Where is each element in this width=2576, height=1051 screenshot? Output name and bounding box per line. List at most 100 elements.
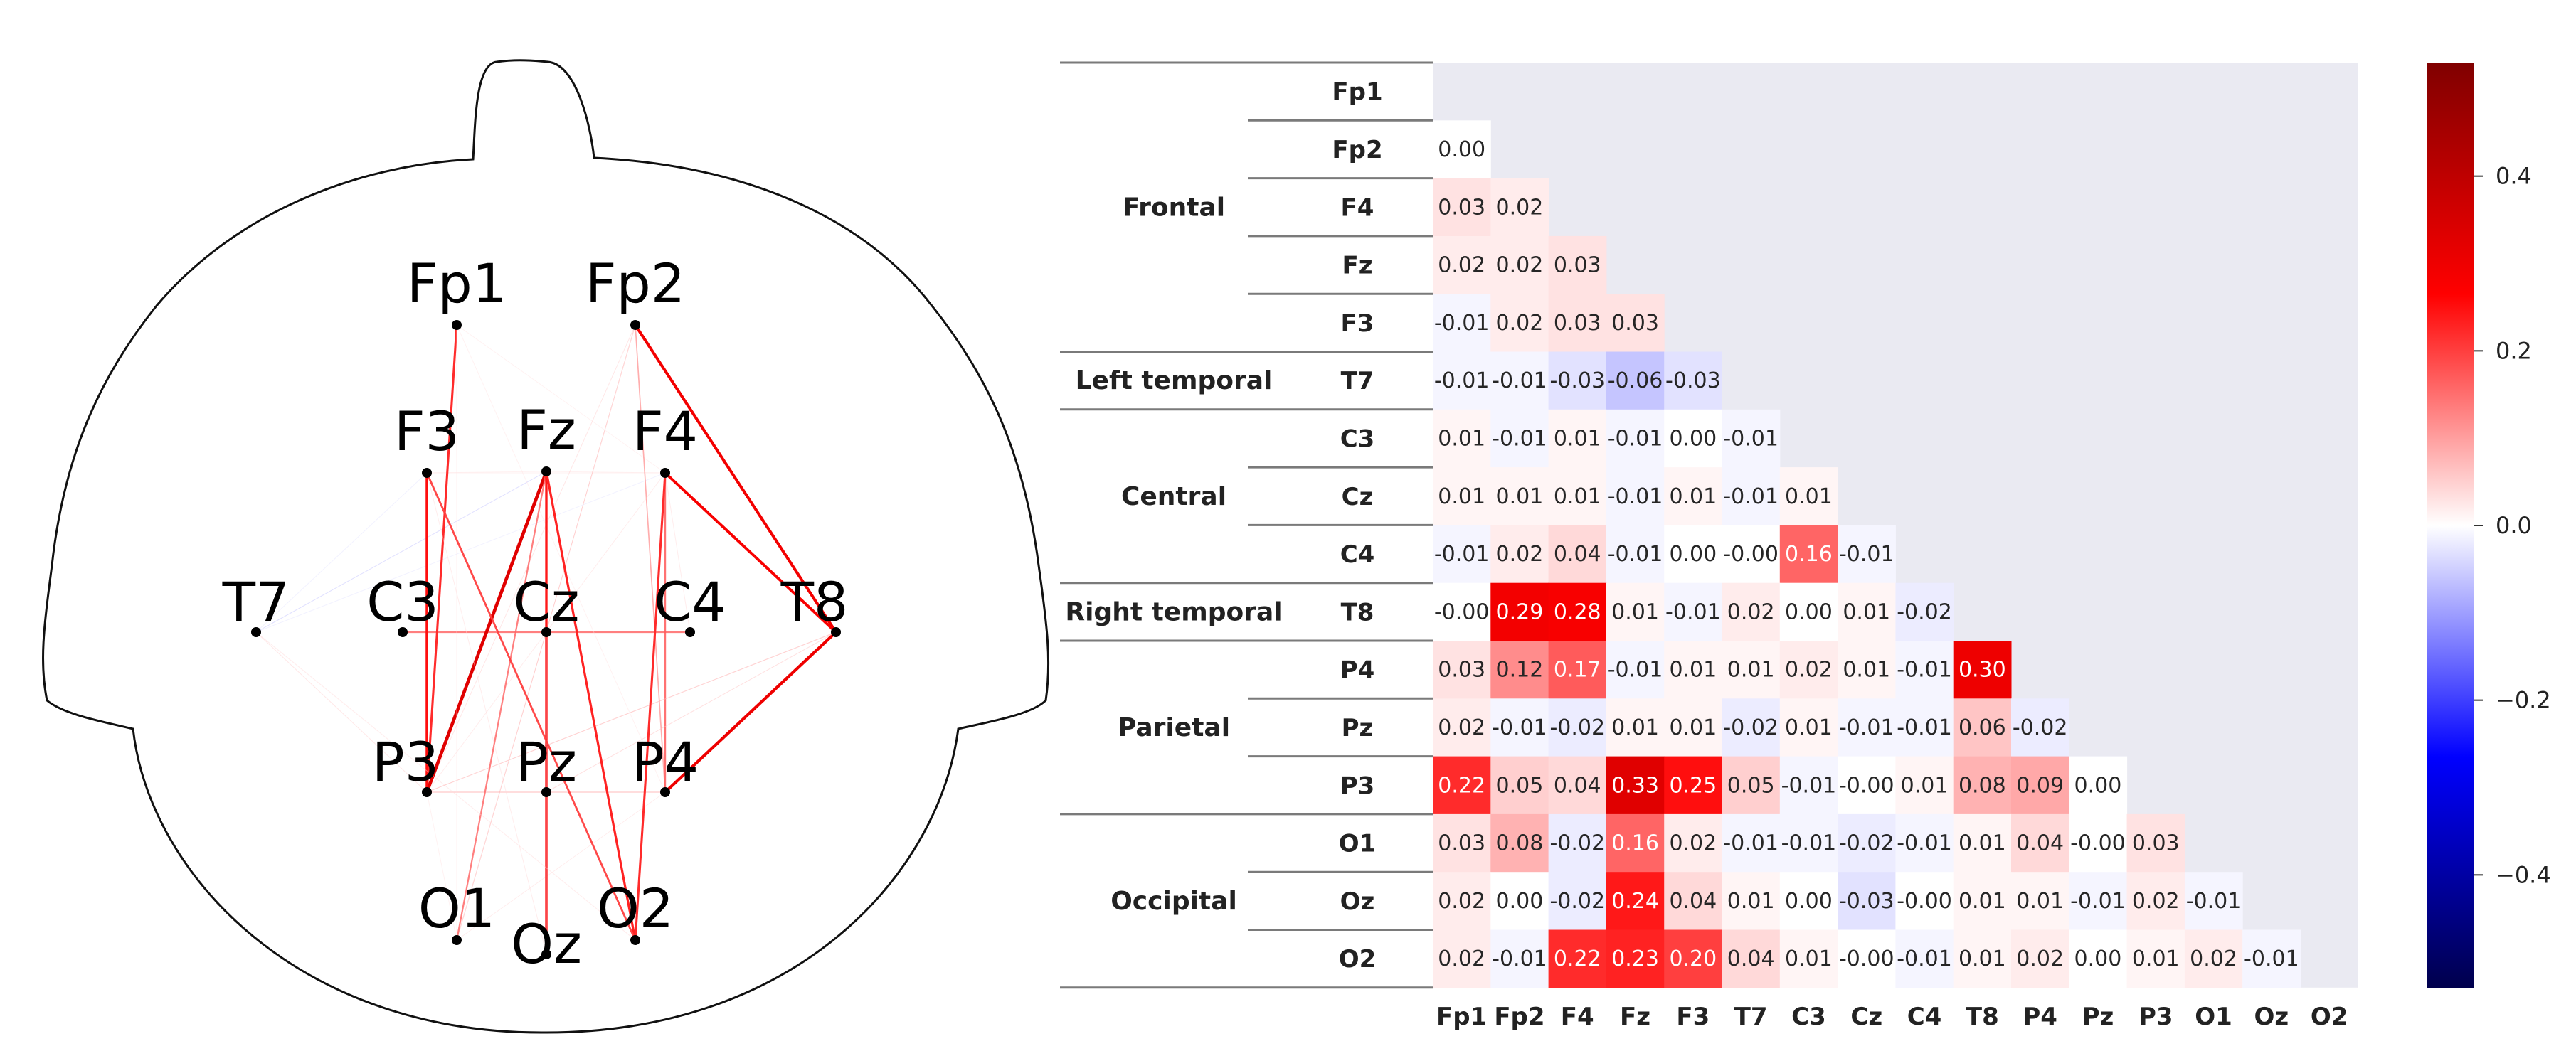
heatmap-cell-value: 0.12 (1496, 658, 1544, 683)
connection-line (456, 324, 666, 793)
heatmap-cell-value: 0.04 (1669, 889, 1717, 914)
heatmap-cell-value: 0.01 (1843, 599, 1890, 624)
colorbar-tick-label: −0.2 (2496, 687, 2551, 714)
heatmap-cell-value: 0.00 (1669, 426, 1717, 451)
heatmap-cell (1433, 813, 1491, 873)
connection-line (664, 631, 837, 794)
heatmap-cell-value: 0.01 (1958, 831, 2006, 856)
heatmap-cell (1490, 525, 1549, 584)
heatmap-cell-value: -0.01 (1665, 599, 1721, 624)
heatmap-cell-value: -0.01 (2186, 889, 2242, 914)
heatmap-cell-value: 0.04 (2016, 831, 2064, 856)
heatmap-cell-value: -0.03 (1549, 368, 1605, 393)
electrode-dot (452, 320, 462, 330)
heatmap-column-label: Oz (2254, 1003, 2289, 1031)
heatmap-cell (1722, 409, 1781, 468)
heatmap-cell (1433, 235, 1491, 294)
connection-line (456, 324, 666, 474)
heatmap-row-label: P3 (1340, 772, 1375, 800)
connection-line (425, 472, 637, 941)
heatmap-cell-value: -0.01 (1492, 715, 1547, 740)
correlation-heatmap: 0.000.03 0.020.02 0.02 0.03-0.01 0.02 0.03 0.0… (1060, 61, 2358, 1031)
heatmap-cell (1664, 467, 1722, 526)
heatmap-cell (1895, 929, 1954, 988)
heatmap-cell (1490, 294, 1549, 352)
heatmap-cell (1490, 756, 1549, 815)
electrode-label: P3 (372, 730, 439, 794)
heatmap-cell-value: 0.28 (1554, 599, 1601, 624)
heatmap-cell (1838, 756, 1896, 815)
heatmap-cell-value: -0.06 (1608, 368, 1663, 393)
electrode-label: C3 (366, 570, 438, 634)
connection-line (425, 324, 458, 793)
electrode-label: Pz (516, 730, 577, 794)
heatmap-cell (1548, 641, 1607, 699)
heatmap-cell (1490, 698, 1549, 757)
heatmap-cell-value: 0.00 (1785, 599, 1833, 624)
connection-line (664, 471, 837, 634)
heatmap-cell-value: -0.01 (1781, 831, 1837, 856)
heatmap-cell-value: 0.01 (1958, 889, 2006, 914)
electrode-label: Cz (514, 570, 580, 634)
heatmap-cell (1606, 756, 1665, 815)
heatmap-cell (1490, 929, 1549, 988)
heatmap-cell (1490, 351, 1549, 410)
heatmap-cell-value: 0.09 (2016, 773, 2064, 798)
heatmap-cell-value: 0.17 (1554, 658, 1601, 683)
electrode-dot (630, 320, 640, 330)
heatmap-cell (1779, 467, 1838, 526)
heatmap-column-label: T8 (1966, 1003, 1999, 1031)
heatmap-cell (1779, 756, 1838, 815)
heatmap-cell-value: 0.01 (1727, 658, 1775, 683)
electrode-dot (541, 787, 551, 797)
heatmap-cell (1722, 813, 1781, 873)
electrode-dot (251, 627, 261, 637)
heatmap-cell-value: 0.01 (1554, 484, 1601, 509)
heatmap-cell (1722, 698, 1781, 757)
electrode-label: Fp1 (407, 252, 507, 315)
electrode-label: F4 (632, 400, 698, 463)
colorbar: 0.4 0.2 0.0 −0.2 −0.4 (2427, 63, 2551, 988)
heatmap-cell (1490, 467, 1549, 526)
heatmap-cell (1664, 525, 1722, 584)
heatmap-cell-value: 0.03 (1438, 831, 1485, 856)
electrode-dot (541, 949, 551, 959)
heatmap-group-label: Parietal (1118, 713, 1230, 742)
heatmap-cell-value: -0.01 (1723, 426, 1779, 451)
heatmap-row-label: O1 (1339, 830, 1377, 858)
heatmap-column-labels: Fp1 Fp2 F4 Fz F3 T7 C3 Cz C4 T8 P4 Pz P3 O1 Oz O2 (1436, 1003, 2348, 1031)
electrode-dot (422, 787, 432, 797)
heatmap-cell-value: 0.29 (1496, 599, 1544, 624)
heatmap-cell (1490, 582, 1549, 641)
heatmap-cell (1779, 698, 1838, 757)
connection-line (634, 324, 837, 634)
heatmap-cell (1548, 813, 1607, 873)
heatmap-row-label: O2 (1339, 945, 1377, 973)
heatmap-cell-value: 0.03 (1611, 311, 1659, 336)
heatmap-row-label: F3 (1341, 309, 1374, 338)
connection-line (455, 471, 548, 941)
heatmap-cell (1664, 409, 1722, 468)
heatmap-cell-value: 0.30 (1958, 658, 2006, 683)
electrode-dot (422, 468, 432, 478)
heatmap-cell-value: 0.03 (1554, 253, 1601, 278)
heatmap-row-label: Cz (1342, 483, 1374, 511)
heatmap-group-label: Frontal (1123, 193, 1225, 222)
heatmap-cell-value: 0.01 (1496, 484, 1544, 509)
heatmap-cell-value: 0.02 (1669, 831, 1717, 856)
heatmap-column-label: P3 (2138, 1003, 2173, 1031)
heatmap-cell (1838, 525, 1896, 584)
heatmap-cell-value: 0.03 (1554, 311, 1601, 336)
connection-line (545, 471, 637, 941)
electrode-dot (685, 627, 695, 637)
heatmap-column-label: Pz (2082, 1003, 2114, 1031)
electrode-label: Fz (516, 398, 576, 462)
connection-line (255, 631, 636, 941)
heatmap-cell (1433, 467, 1491, 526)
heatmap-cell-value: -0.02 (1839, 831, 1894, 856)
connection-line (456, 791, 666, 941)
heatmap-cell (1664, 813, 1722, 873)
heatmap-cell (1606, 409, 1665, 468)
heatmap-cell-value: -0.01 (1897, 946, 1952, 971)
heatmap-row-label: F4 (1341, 193, 1374, 222)
